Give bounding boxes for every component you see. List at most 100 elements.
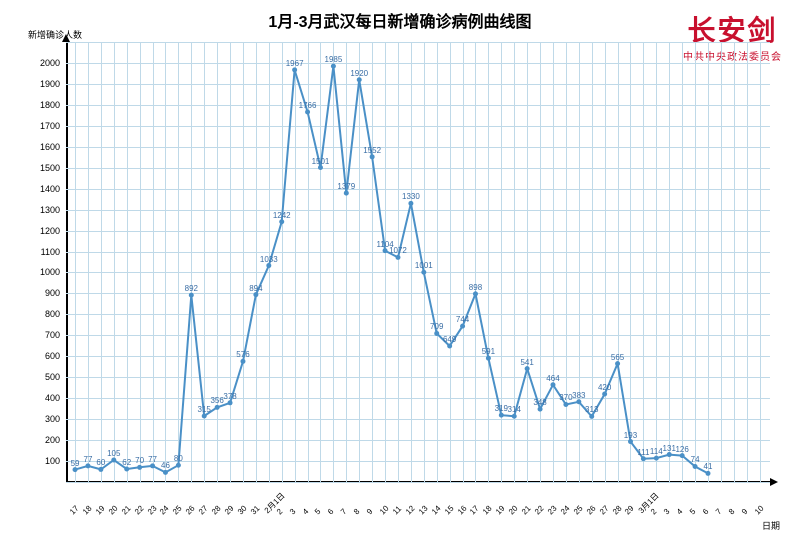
data-point-label: 59 [71, 459, 80, 468]
y-tick-label: 500 [20, 372, 60, 382]
data-point-label: 111 [637, 448, 649, 457]
x-tick-label: 21 [520, 504, 533, 517]
x-tick-label: 20 [107, 504, 120, 517]
data-point-label: 898 [469, 283, 482, 292]
data-point-label: 894 [249, 284, 262, 293]
x-tick-label: 7 [339, 507, 349, 517]
y-tick-label: 1400 [20, 184, 60, 194]
x-tick-label: 19 [494, 504, 507, 517]
data-point-label: 383 [572, 391, 585, 400]
data-point-label: 62 [122, 458, 131, 467]
y-axis-label: 新增确诊人数 [28, 28, 82, 41]
x-tick-label: 29 [223, 504, 236, 517]
data-point-label: 1501 [312, 157, 330, 166]
x-tick-label: 9 [740, 507, 750, 517]
chart-plot-area: 1002003004005006007008009001000110012001… [66, 42, 770, 482]
x-tick-label: 6 [326, 507, 336, 517]
y-tick-label: 100 [20, 456, 60, 466]
x-tick-label: 21 [120, 504, 133, 517]
data-point-label: 1920 [350, 69, 368, 78]
data-point-label: 356 [210, 396, 223, 405]
x-tick-label: 24 [559, 504, 572, 517]
data-point-label: 378 [223, 392, 236, 401]
x-tick-label: 16 [455, 504, 468, 517]
y-tick-label: 300 [20, 414, 60, 424]
data-point-label: 1379 [337, 182, 355, 191]
data-point-label: 193 [624, 431, 637, 440]
data-point-label: 313 [585, 405, 598, 414]
data-point-label: 314 [508, 405, 521, 414]
y-tick-label: 1600 [20, 142, 60, 152]
y-tick-label: 2000 [20, 58, 60, 68]
data-point-label: 77 [148, 455, 157, 464]
data-point-label: 1242 [273, 211, 291, 220]
y-tick-label: 1500 [20, 163, 60, 173]
data-point-label: 464 [546, 374, 559, 383]
x-tick-label: 9 [365, 507, 375, 517]
y-tick-label: 1900 [20, 79, 60, 89]
y-tick-label: 600 [20, 351, 60, 361]
x-tick-label: 8 [352, 507, 362, 517]
data-point-label: 126 [675, 445, 688, 454]
x-tick-label: 14 [430, 504, 443, 517]
y-tick-label: 1800 [20, 100, 60, 110]
x-tick-label: 26 [585, 504, 598, 517]
data-point-label: 1985 [324, 55, 342, 64]
y-tick-label: 800 [20, 309, 60, 319]
chart-container: 1月-3月武汉每日新增确诊病例曲线图 长安剑 中共中央政法委员会 新增确诊人数 … [0, 0, 800, 540]
data-point-label: 1330 [402, 192, 420, 201]
data-point-label: 1001 [415, 261, 433, 270]
data-point-label: 420 [598, 383, 611, 392]
x-tick-label: 5 [313, 507, 323, 517]
x-tick-label: 17 [68, 504, 81, 517]
x-tick-label: 12 [404, 504, 417, 517]
x-tick-label: 4 [675, 507, 685, 517]
y-tick-label: 1300 [20, 205, 60, 215]
y-tick-label: 400 [20, 393, 60, 403]
data-point-label: 576 [236, 350, 249, 359]
data-point-label: 60 [96, 458, 105, 467]
x-tick-label: 3 [288, 507, 298, 517]
data-point-label: 1072 [389, 246, 407, 255]
x-tick-label: 18 [481, 504, 494, 517]
x-tick-label: 19 [94, 504, 107, 517]
y-tick-label: 1200 [20, 226, 60, 236]
data-point-label: 649 [443, 335, 456, 344]
data-point-label: 892 [185, 284, 198, 293]
x-tick-label: 25 [171, 504, 184, 517]
x-tick-label: 24 [158, 504, 171, 517]
x-tick-label: 28 [610, 504, 623, 517]
data-point-label: 74 [691, 455, 700, 464]
x-tick-label: 10 [378, 504, 391, 517]
data-point-label: 591 [482, 347, 495, 356]
y-axis-arrow-icon [62, 34, 70, 42]
data-point-label: 80 [174, 454, 183, 463]
x-axis-arrow-icon [770, 478, 778, 486]
x-tick-label: 31 [249, 504, 262, 517]
x-tick-label: 4 [300, 507, 310, 517]
data-point-label: 77 [84, 455, 93, 464]
x-tick-label: 11 [391, 504, 403, 516]
x-tick-label: 6 [701, 507, 711, 517]
x-tick-label: 15 [443, 504, 456, 517]
x-tick-label: 3 [662, 507, 672, 517]
x-tick-label: 25 [572, 504, 585, 517]
x-tick-label: 23 [145, 504, 158, 517]
y-tick-label: 900 [20, 288, 60, 298]
x-tick-label: 27 [598, 504, 611, 517]
data-point-label: 1552 [363, 146, 381, 155]
x-tick-label: 22 [533, 504, 546, 517]
y-tick-label: 1100 [20, 247, 60, 257]
x-axis-label: 日期 [762, 519, 780, 532]
data-point-label: 114 [650, 447, 663, 456]
data-point-label: 41 [704, 462, 713, 471]
x-tick-label: 30 [236, 504, 249, 517]
x-tick-label: 28 [210, 504, 223, 517]
y-tick-label: 200 [20, 435, 60, 445]
x-tick-label: 26 [184, 504, 197, 517]
x-tick-label: 10 [753, 504, 766, 517]
y-tick-label: 1700 [20, 121, 60, 131]
data-point-label: 1766 [299, 101, 317, 110]
data-point-label: 541 [520, 358, 533, 367]
data-point-label: 744 [456, 315, 469, 324]
